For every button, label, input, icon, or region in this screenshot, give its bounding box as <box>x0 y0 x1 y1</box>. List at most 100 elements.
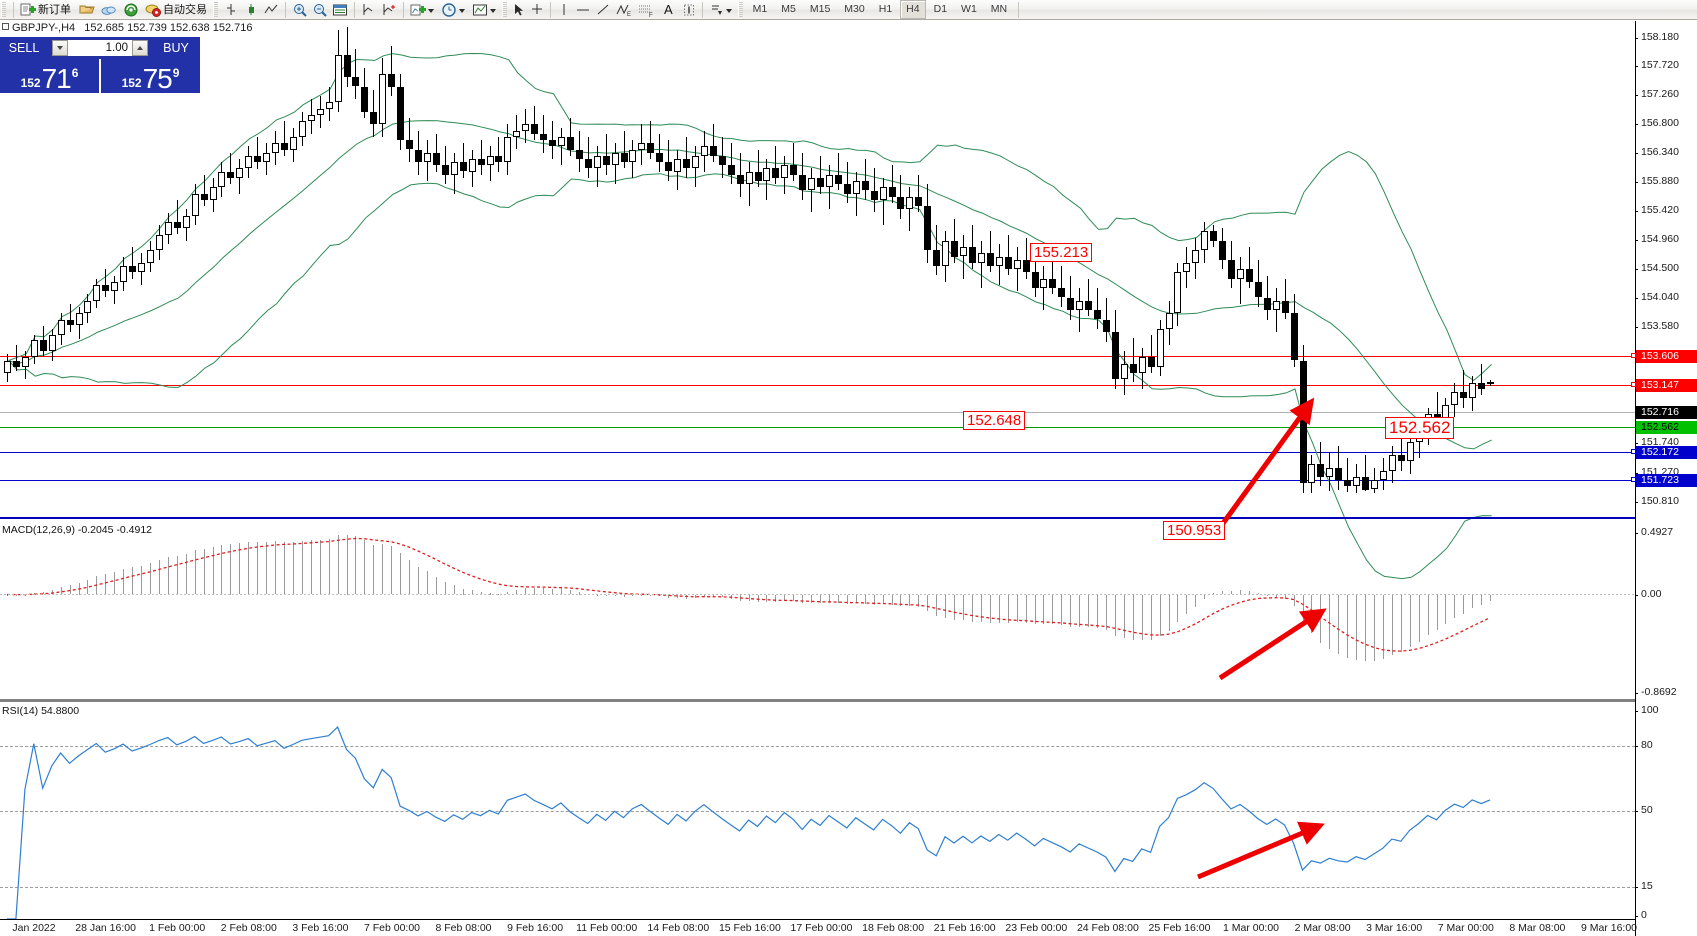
period-dropdown-caret[interactable] <box>459 8 465 13</box>
candle-wick <box>855 171 857 216</box>
price-label-152.562[interactable]: 152.562 <box>1636 421 1697 434</box>
new-order-button[interactable]: 新订单 <box>18 1 76 19</box>
auto-trading-button[interactable]: 自动交易 <box>142 1 212 19</box>
price-scale[interactable]: 158.180 157.720 157.260 156.800 156.340 155.8… <box>1631 21 1697 936</box>
templates-button[interactable] <box>470 1 501 19</box>
macd-histogram-bar <box>686 594 687 599</box>
time-axis[interactable]: Jan 2022 28 Jan 16:00 1 Feb 00:00 2 Feb 08:… <box>0 919 1637 936</box>
timeframe-d1[interactable]: D1 <box>933 3 948 15</box>
candle-body <box>495 155 503 163</box>
indicators-dropdown-caret[interactable] <box>428 8 434 13</box>
equidistant-channel-button[interactable]: E <box>613 1 635 19</box>
candle-body <box>245 155 253 169</box>
macd-histogram-bar <box>1454 594 1456 619</box>
candle-body <box>1317 464 1325 477</box>
candle-body <box>200 193 208 200</box>
lot-increase-button[interactable] <box>132 40 148 56</box>
timeframe-mn[interactable]: MN <box>990 3 1008 15</box>
candlestick <box>289 21 297 936</box>
price-label-152.716[interactable]: 152.716 <box>1636 406 1697 419</box>
candle-body <box>951 240 958 257</box>
candlestick <box>432 21 440 936</box>
lot-size-stepper[interactable]: 1.00 <box>51 39 149 57</box>
candlestick <box>281 21 288 936</box>
price-annotation-150.953[interactable]: 150.953 <box>1163 521 1226 540</box>
rsi-pane-separator[interactable] <box>0 699 1635 702</box>
toolbar-grip-2[interactable] <box>213 2 218 17</box>
crosshair-tool-button[interactable] <box>528 1 546 19</box>
candle-body <box>897 196 905 210</box>
candlestick <box>620 21 628 936</box>
price-label-151.723[interactable]: 151.723 <box>1631 474 1697 487</box>
line-handle-icon[interactable] <box>1631 449 1636 454</box>
text-tool-button[interactable]: A <box>657 1 680 19</box>
buy-button[interactable]: BUY <box>152 37 200 59</box>
price-label-153.147[interactable]: 153.147 <box>1631 379 1697 392</box>
timeframe-h4[interactable]: H4 <box>900 0 926 19</box>
lot-size-input[interactable]: 1.00 <box>105 42 128 54</box>
macd-histogram-bar <box>462 588 464 595</box>
toolbar-grip[interactable] <box>1 2 6 17</box>
one-click-trading-panel[interactable]: SELL 1.00 BUY 152 71 6 152 75 9 <box>0 37 200 93</box>
lot-decrease-button[interactable] <box>52 40 68 56</box>
fibonacci-tool-button[interactable]: F <box>635 1 657 19</box>
candle-body <box>370 111 378 125</box>
cursor-tool-button[interactable] <box>510 1 528 19</box>
auto-scroll-button[interactable] <box>379 1 399 19</box>
candlestick <box>602 21 610 936</box>
price-annotation-155.213[interactable]: 155.213 <box>1030 243 1093 262</box>
price-plot[interactable]: GBPJPY-,H4 152.685 152.739 152.638 152.7… <box>0 21 1635 936</box>
zoom-out-button[interactable] <box>310 1 330 19</box>
timeframe-h1[interactable]: H1 <box>878 3 893 15</box>
macd-histogram-bar <box>569 589 571 595</box>
sell-price[interactable]: 152 71 6 <box>0 59 99 93</box>
chart-window[interactable]: GBPJPY-,H4 152.685 152.739 152.638 152.7… <box>0 21 1697 936</box>
timeframe-m30[interactable]: M30 <box>844 3 865 15</box>
candle-body <box>593 155 601 169</box>
history-button[interactable] <box>76 1 98 19</box>
arrows-tool-button[interactable] <box>707 1 737 19</box>
candle-wick <box>1132 338 1134 383</box>
buy-price[interactable]: 152 75 9 <box>101 59 200 93</box>
indicators-button[interactable] <box>408 1 439 19</box>
period-button[interactable] <box>439 1 470 19</box>
price-label-153.606[interactable]: 153.606 <box>1631 350 1697 363</box>
bar-chart-button[interactable] <box>221 1 241 19</box>
trade-panel-controls: SELL 1.00 BUY <box>0 37 200 59</box>
trendline-tool-button[interactable] <box>593 1 613 19</box>
candle-body <box>164 222 172 235</box>
price-annotation-152.648[interactable]: 152.648 <box>963 411 1026 430</box>
vertical-line-tool-button[interactable] <box>555 1 573 19</box>
macd-histogram-bar <box>534 587 536 595</box>
timeframe-m15[interactable]: M15 <box>809 3 831 15</box>
templates-dropdown-caret[interactable] <box>490 8 496 13</box>
line-handle-icon[interactable] <box>1631 353 1636 358</box>
zoom-in-button[interactable] <box>290 1 310 19</box>
sell-button[interactable]: SELL <box>0 37 48 59</box>
line-handle-icon[interactable] <box>1631 382 1636 387</box>
timeframe-m5[interactable]: M5 <box>781 3 796 15</box>
arrows-dropdown-caret[interactable] <box>725 8 732 13</box>
candlestick-chart-button[interactable] <box>241 1 261 19</box>
price-annotation-152.562[interactable]: 152.562 <box>1385 417 1455 439</box>
horizontal-line-tool-button[interactable] <box>573 1 593 19</box>
text-label-icon <box>683 4 694 15</box>
timeframe-w1[interactable]: W1 <box>961 3 977 15</box>
chart-shift-button[interactable] <box>359 1 379 19</box>
line-handle-icon[interactable] <box>1631 477 1636 482</box>
text-label-tool-button[interactable] <box>680 1 698 19</box>
signal-button[interactable] <box>120 1 142 19</box>
candle-body <box>1022 259 1030 273</box>
line-chart-button[interactable] <box>261 1 281 19</box>
price-label-152.172[interactable]: 152.172 <box>1631 446 1697 459</box>
toolbar-grip-3[interactable] <box>502 2 507 17</box>
toolbar-grip-4[interactable] <box>737 2 743 17</box>
macd-histogram-bar <box>855 594 857 604</box>
macd-pane-separator[interactable] <box>0 517 1635 519</box>
data-window-button[interactable] <box>330 1 350 19</box>
macd-histogram-bar <box>355 535 357 595</box>
candle-body <box>75 313 83 325</box>
cloud-button[interactable] <box>98 1 120 19</box>
candle-body <box>718 155 726 166</box>
timeframe-m1[interactable]: M1 <box>752 3 768 15</box>
